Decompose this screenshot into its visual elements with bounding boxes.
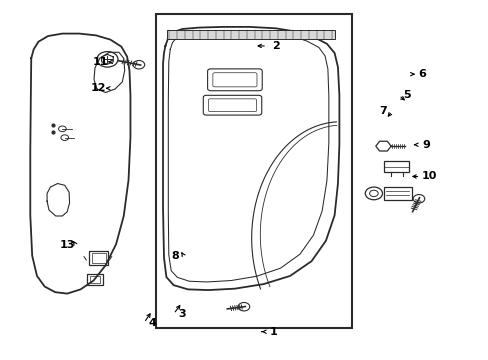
Text: 3: 3 — [178, 309, 185, 319]
Text: 7: 7 — [379, 106, 386, 116]
Text: 10: 10 — [421, 171, 436, 181]
Text: 5: 5 — [403, 90, 410, 100]
Bar — [89, 276, 100, 283]
Text: 2: 2 — [271, 41, 279, 51]
Text: 6: 6 — [417, 69, 425, 79]
Bar — [383, 187, 411, 200]
Bar — [87, 274, 102, 285]
Bar — [166, 30, 334, 39]
Text: 4: 4 — [148, 318, 156, 328]
Text: 1: 1 — [269, 327, 277, 337]
Bar — [92, 253, 105, 263]
Bar — [156, 14, 351, 328]
Text: 11: 11 — [93, 57, 108, 67]
Text: 12: 12 — [90, 83, 106, 93]
Text: 9: 9 — [422, 140, 429, 150]
Bar — [89, 251, 108, 265]
Text: 8: 8 — [171, 251, 179, 261]
Bar — [384, 161, 408, 172]
Text: 13: 13 — [60, 240, 75, 250]
